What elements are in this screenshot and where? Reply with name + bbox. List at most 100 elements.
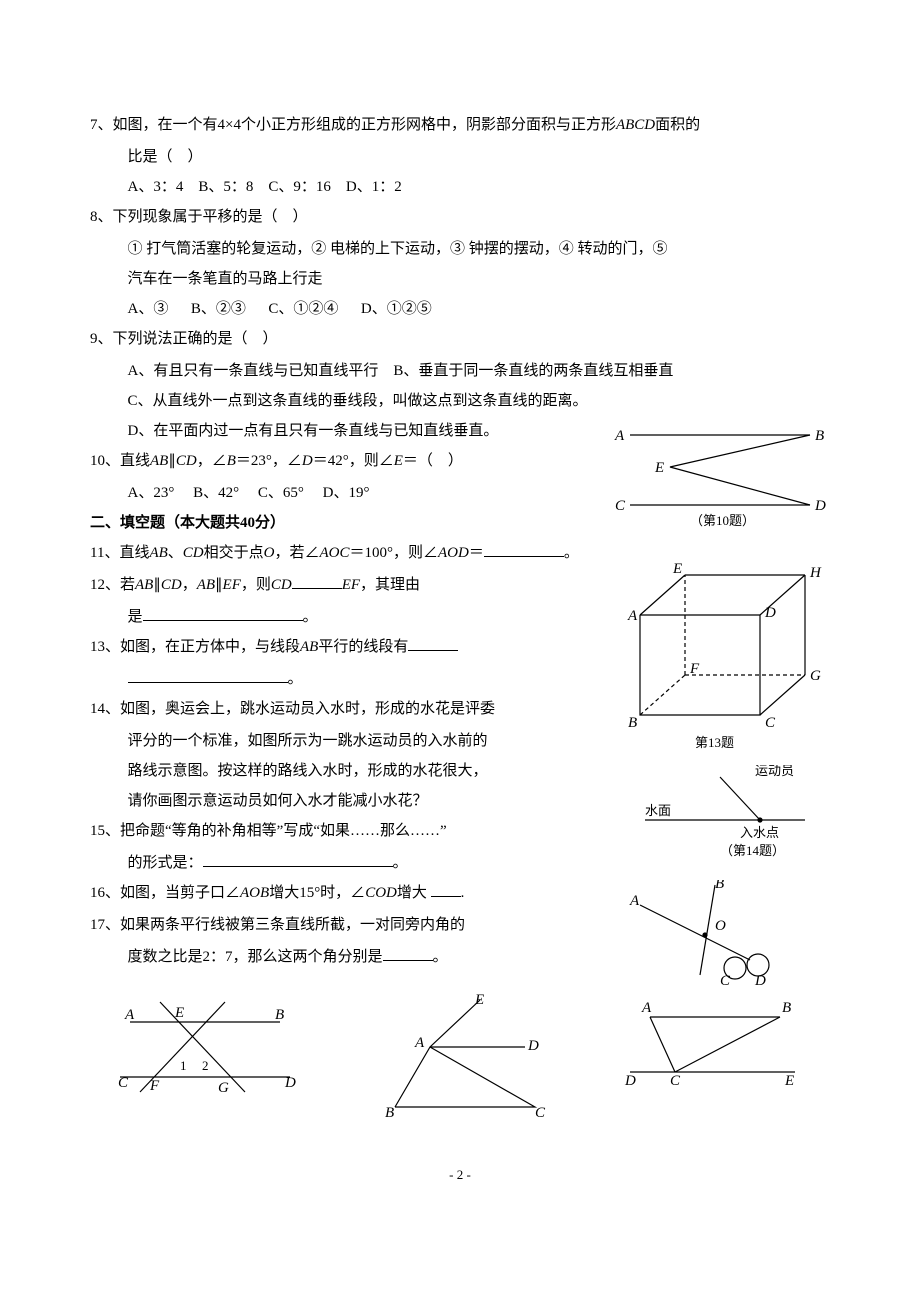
q12: 12、若AB∥CD，AB∥EF，则CDEF，其理由 xyxy=(90,570,600,600)
svg-text:G: G xyxy=(218,1080,229,1096)
q10-a: 10、直线 xyxy=(90,453,150,469)
q17-l2-text: 度数之比是2：7，那么这两个角分别是 xyxy=(128,949,383,965)
q17-l3: 。 xyxy=(433,949,448,965)
svg-text:F: F xyxy=(149,1078,160,1094)
q12-blank1[interactable] xyxy=(292,573,342,589)
q12-k: EF xyxy=(342,577,360,593)
bottom-fig1: A E B C F G D 1 2 xyxy=(110,992,310,1112)
q15-blank[interactable] xyxy=(203,851,393,867)
q14-l3: 路线示意图。按这样的路线入水时，形成的水花很大， xyxy=(90,756,638,786)
q10-h: D xyxy=(302,453,313,469)
svg-text:D: D xyxy=(624,1073,636,1089)
q7-stem-a: 7、如图，在一个有4×4个小正方形组成的正方形网格中，阴影部分面积与正方形 xyxy=(90,117,616,133)
q11-j: AOD xyxy=(438,545,469,561)
q7-stem-b: 面积的 xyxy=(655,117,700,133)
q12-h: EF xyxy=(223,577,241,593)
q13-d: 。 xyxy=(288,671,303,687)
svg-text:B: B xyxy=(385,1105,394,1121)
svg-text:运动员: 运动员 xyxy=(755,765,794,778)
q7-stem-c: 比是（ ） xyxy=(90,142,830,172)
svg-text:C: C xyxy=(615,498,626,514)
q11-i: ＝100°，则∠ xyxy=(350,545,439,561)
svg-text:O: O xyxy=(715,918,726,934)
svg-text:C: C xyxy=(118,1075,129,1091)
q12-e: ， xyxy=(182,577,197,593)
q9-A-B: A、有且只有一条直线与已知直线平行 B、垂直于同一条直线的两条直线互相垂直 xyxy=(90,356,830,386)
svg-text:D: D xyxy=(764,605,776,621)
q16-c: 增大15°时，∠ xyxy=(269,885,365,901)
q7-optD: D、1：2 xyxy=(346,179,402,195)
q11: 11、直线AB、CD相交于点O，若∠AOC＝100°，则∠AOD＝。 xyxy=(90,538,600,568)
svg-text:E: E xyxy=(672,561,682,577)
q11-e: 相交于点 xyxy=(204,545,264,561)
q11-a: 11、直线 xyxy=(90,545,149,561)
q10-optA: A、23° xyxy=(128,485,175,501)
q15-l3: 。 xyxy=(393,855,408,871)
q12-g: ∥ xyxy=(215,577,223,593)
svg-text:第13题: 第13题 xyxy=(695,735,734,750)
svg-text:A: A xyxy=(614,428,625,444)
q12-blank2[interactable] xyxy=(143,605,303,621)
q10-optD: D、19° xyxy=(323,485,370,501)
svg-text:B: B xyxy=(815,428,824,444)
q10-b: AB xyxy=(150,453,168,469)
svg-text:D: D xyxy=(814,498,826,514)
svg-text:C: C xyxy=(670,1073,681,1089)
q11-l: 。 xyxy=(564,545,579,561)
q13-figure: A E H D F G B C 第13题 xyxy=(610,555,840,766)
svg-text:B: B xyxy=(628,715,637,731)
q11-b: AB xyxy=(149,545,167,561)
q10-i: ＝42°，则∠ xyxy=(313,453,394,469)
q8-optD: D、①②⑤ xyxy=(361,301,432,317)
q10-optC: C、65° xyxy=(258,485,304,501)
q17-l2: 度数之比是2：7，那么这两个角分别是 。 xyxy=(90,942,638,972)
q9-C: C、从直线外一点到这条直线的垂线段，叫做这点到这条直线的距离。 xyxy=(90,386,830,416)
q17-blank[interactable] xyxy=(383,945,433,961)
q16: 16、如图，当剪子口∠AOB增大15°时，∠COD增大 . xyxy=(90,878,600,908)
svg-text:A: A xyxy=(627,608,638,624)
q13-line2: 。 xyxy=(90,664,638,694)
q16-f: . xyxy=(461,885,465,901)
svg-text:A: A xyxy=(641,1000,652,1016)
q11-d: CD xyxy=(183,545,204,561)
svg-text:G: G xyxy=(810,668,821,684)
svg-text:H: H xyxy=(809,565,822,581)
q12-d: CD xyxy=(161,577,182,593)
svg-text:A: A xyxy=(629,893,640,909)
q16-d: COD xyxy=(365,885,397,901)
q11-blank[interactable] xyxy=(484,541,564,557)
q12-l: ，其理由 xyxy=(360,577,420,593)
q8-options: A、③ B、②③ C、①②④ D、①②⑤ xyxy=(90,294,830,324)
q16-a: 16、如图，当剪子口∠ xyxy=(90,885,240,901)
svg-text:C: C xyxy=(720,973,731,989)
q10-c: ∥ xyxy=(168,453,176,469)
q11-f: O xyxy=(264,545,275,561)
q16-e: 增大 xyxy=(397,885,427,901)
q10-optB: B、42° xyxy=(193,485,239,501)
q13-blank2[interactable] xyxy=(128,667,288,683)
svg-text:D: D xyxy=(284,1075,296,1091)
q16-blank[interactable] xyxy=(431,881,461,897)
q8-optA: A、③ xyxy=(128,301,169,317)
svg-text:A: A xyxy=(124,1007,135,1023)
q10-g: ＝23°，∠ xyxy=(236,453,302,469)
bottom-figures: A E B C F G D 1 2 E A D B C A B xyxy=(90,992,830,1122)
svg-text:F: F xyxy=(689,661,700,677)
q7-optA: A、3：4 xyxy=(128,179,184,195)
q13: 13、如图，在正方体中，与线段AB平行的线段有 xyxy=(90,632,600,662)
q7-abcd: ABCD xyxy=(616,117,655,133)
q7: 7、如图，在一个有4×4个小正方形组成的正方形网格中，阴影部分面积与正方形ABC… xyxy=(90,110,830,140)
q10-figure: A B E C D （第10题） xyxy=(600,420,840,541)
q10-f: B xyxy=(227,453,236,469)
q8-optC: C、①②④ xyxy=(268,301,338,317)
q10-j: E xyxy=(394,453,403,469)
svg-text:2: 2 xyxy=(202,1058,209,1073)
q13-blank1[interactable] xyxy=(408,635,458,651)
svg-text:D: D xyxy=(754,973,766,989)
q13-c: 平行的线段有 xyxy=(318,639,408,655)
svg-text:D: D xyxy=(527,1038,539,1054)
q8-optB: B、②③ xyxy=(191,301,246,317)
svg-text:E: E xyxy=(174,1005,184,1021)
bottom-fig3: A B D C E xyxy=(620,992,810,1102)
q16-b: AOB xyxy=(240,885,269,901)
